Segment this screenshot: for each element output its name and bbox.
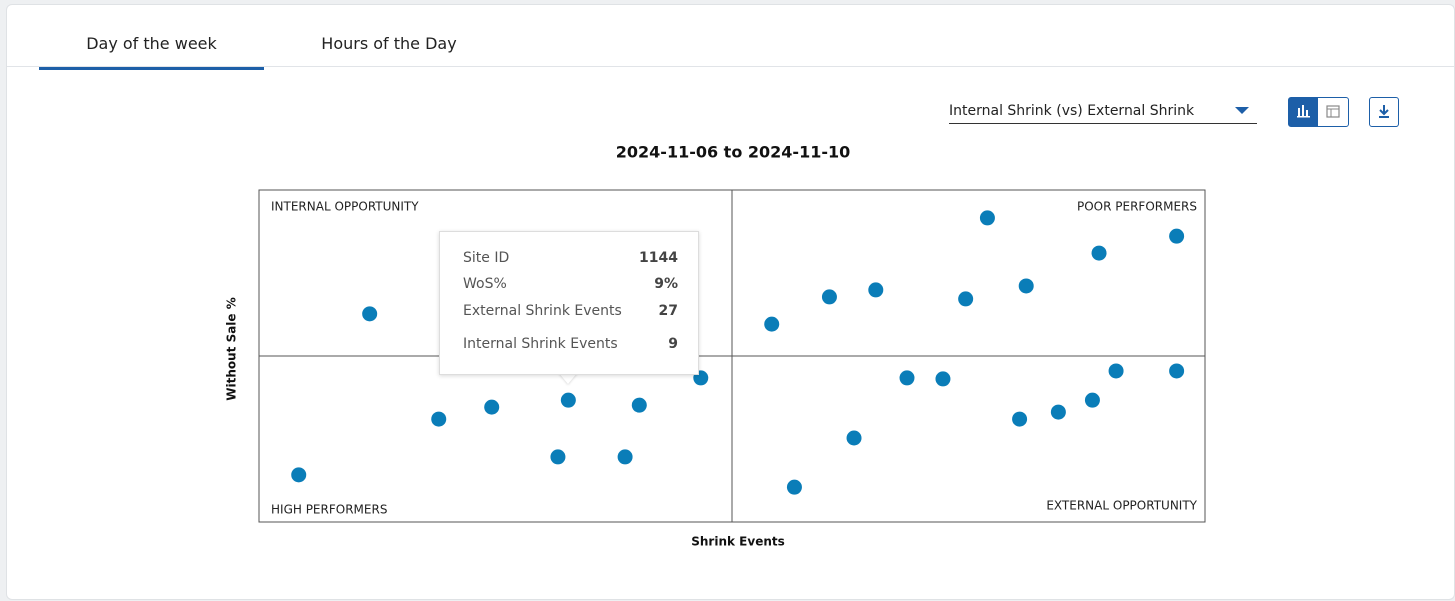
point [1169, 228, 1185, 244]
point [935, 371, 951, 387]
tooltip-row: WoS% 9% [463, 276, 678, 292]
tooltip: Site ID 1144 WoS% 9% External Shrink Events 2… [439, 231, 699, 375]
chart: 2024-11-06 to 2024-11-10 Shrink Events W… [225, 143, 1206, 549]
point [1084, 392, 1100, 408]
point [899, 370, 915, 386]
point [617, 449, 633, 465]
point [846, 430, 862, 446]
tooltip-label: Site ID [463, 250, 510, 266]
tooltip-value: 27 [658, 303, 678, 319]
tooltip-arrow [558, 372, 578, 384]
tooltip-row: Site ID 1144 [463, 250, 678, 266]
quadrant-label: INTERNAL OPPORTUNITY [271, 200, 419, 214]
point [631, 397, 647, 413]
tooltip-row: Internal Shrink Events 9 [463, 336, 678, 352]
x-axis-label: Shrink Events [691, 535, 785, 549]
tooltip-value: 9% [654, 276, 678, 292]
point [1108, 363, 1124, 379]
point [1018, 278, 1034, 294]
tooltip-value: 9 [668, 336, 678, 352]
point [1012, 411, 1028, 427]
point [560, 392, 576, 408]
card: Day of the week Hours of the Day Interna… [6, 4, 1455, 600]
point [786, 479, 802, 495]
point [1050, 404, 1066, 420]
chart-view-button[interactable] [1288, 97, 1319, 127]
quadrant-label: EXTERNAL OPPORTUNITY [1046, 499, 1197, 513]
divider [7, 66, 1454, 67]
tooltip-row: External Shrink Events 27 [463, 303, 678, 319]
point [764, 316, 780, 332]
tooltip-value: 1144 [639, 250, 678, 266]
point [868, 282, 884, 298]
point [431, 411, 447, 427]
caret [1235, 107, 1249, 114]
tab[interactable]: Hours of the Day [321, 34, 457, 53]
y-axis-label: Without Sale % [225, 297, 239, 401]
tooltip-label: Internal Shrink Events [463, 336, 618, 352]
tab[interactable]: Day of the week [39, 31, 264, 70]
point [979, 210, 995, 226]
point [821, 289, 837, 305]
point [550, 449, 566, 465]
dropdown[interactable]: Internal Shrink (vs) External Shrink [949, 99, 1257, 124]
point [1091, 245, 1107, 261]
point [1169, 363, 1185, 379]
tooltip-label: External Shrink Events [463, 303, 622, 319]
tooltip-label: WoS% [463, 276, 507, 292]
quadrant-label: HIGH PERFORMERS [271, 503, 387, 517]
dropdown-text: Internal Shrink (vs) External Shrink [949, 103, 1195, 119]
point [484, 399, 500, 415]
point [291, 467, 307, 483]
point [958, 291, 974, 307]
chart-title: 2024-11-06 to 2024-11-10 [616, 143, 850, 162]
table-view-button[interactable] [1317, 97, 1349, 127]
quadrant-label: POOR PERFORMERS [1077, 200, 1197, 214]
point [362, 306, 378, 322]
download-button[interactable] [1369, 97, 1399, 127]
